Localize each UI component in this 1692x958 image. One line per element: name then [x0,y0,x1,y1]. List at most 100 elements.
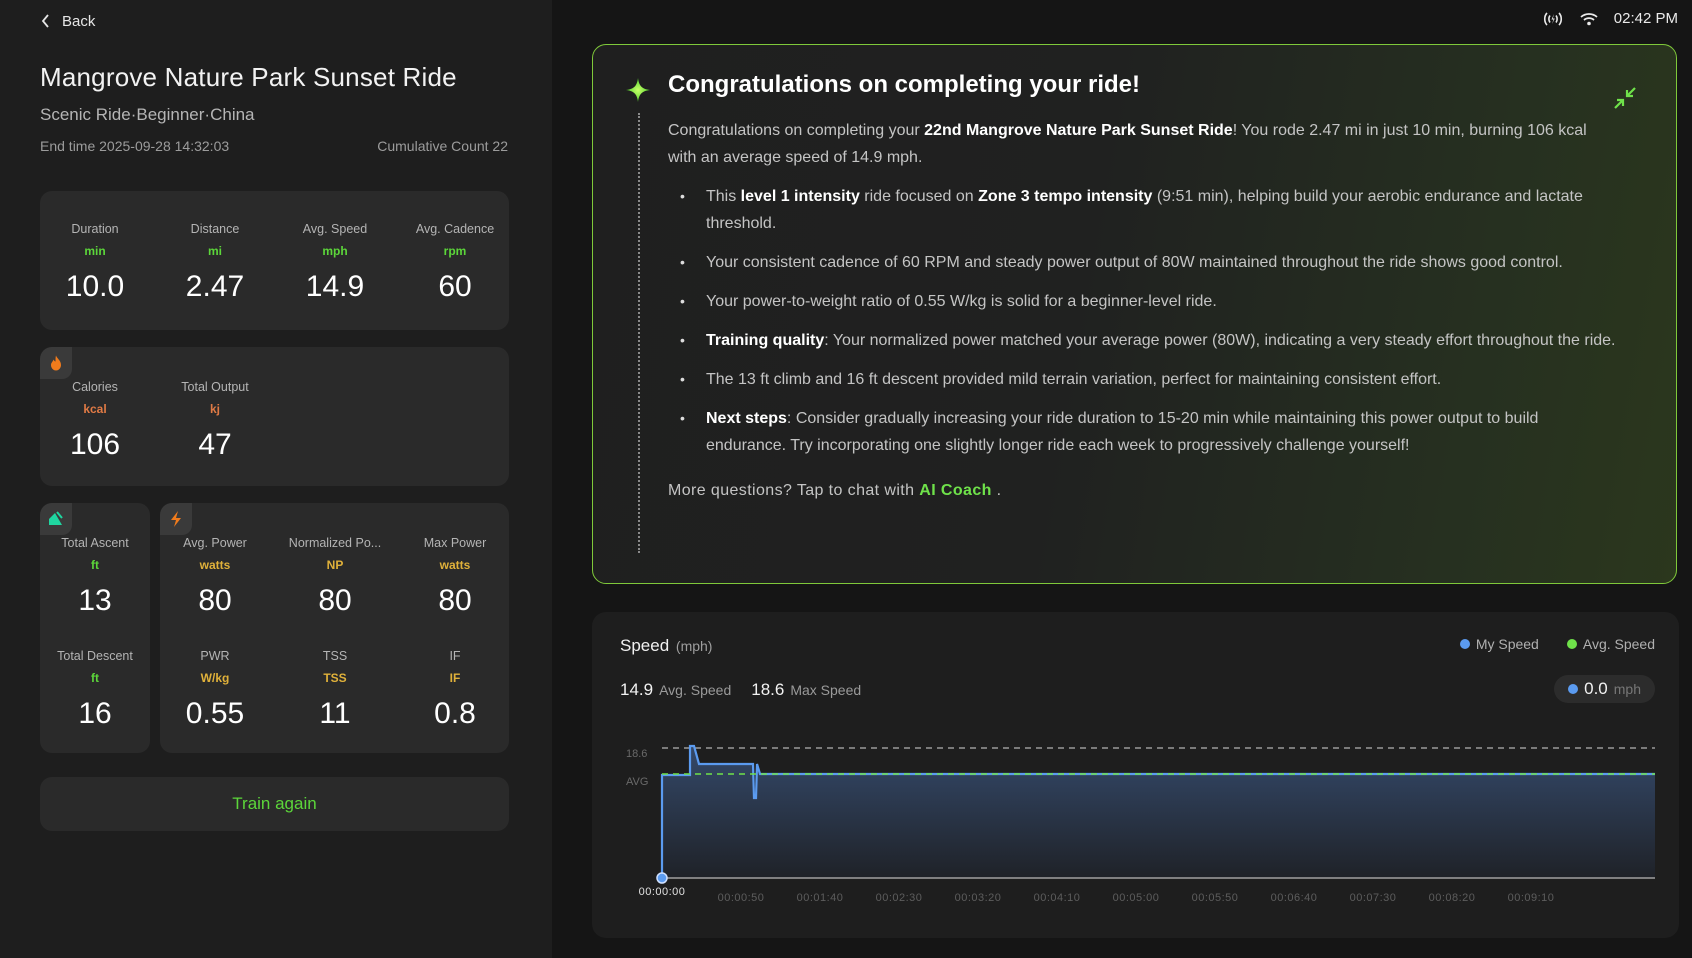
legend-my-speed: My Speed [1459,636,1539,652]
insight-item: This level 1 intensity ride focused on Z… [668,183,1618,237]
elevation-stats-card: Total Ascent ft 13 Total Descent ft 16 [40,503,150,753]
stat-duration: Duration min 10.0 [40,222,150,304]
chart-legend: My Speed Avg. Speed [1459,636,1655,652]
speed-summary: 14.9 Avg. Speed 18.6 Max Speed [620,680,861,700]
stat-distance: Distance mi 2.47 [160,222,270,304]
congrats-intro: Congratulations on completing your 22nd … [668,122,1587,166]
stat-total-descent: Total Descent ft 16 [40,649,150,731]
insight-item: Your consistent cadence of 60 RPM and st… [668,249,1618,276]
back-label: Back [62,12,96,30]
flame-icon [40,347,72,379]
sparkle-icon [626,78,650,102]
stat-value: 60 [438,270,472,303]
stat-unit: rpm [443,244,467,258]
stat-value: 47 [198,428,232,461]
stat-label: Avg. Speed [302,222,368,236]
stat-value: 16 [78,697,112,730]
stat-label: Duration [71,222,119,236]
stat-value: 0.8 [434,697,476,730]
congrats-title: Congratulations on completing your ride! [668,71,1141,98]
ride-subtitle: Scenic Ride·Beginner·China [40,105,255,124]
stat-label: Max Power [423,536,487,550]
stat-label: Normalized Po... [288,536,382,550]
stat-unit: kj [209,402,220,416]
stat-unit: W/kg [200,671,230,685]
insight-list: This level 1 intensity ride focused on Z… [668,183,1618,459]
stat-label: Total Output [181,380,249,394]
stat-value: 80 [318,584,352,617]
insight-item: The 13 ft climb and 16 ft descent provid… [668,366,1618,393]
timeline-divider [638,113,640,553]
stat-unit: mph [322,244,348,258]
stat-total-output: Total Output kj 47 [160,380,270,462]
stat-unit: kcal [83,402,107,416]
stat-label: Avg. Cadence [415,222,495,236]
stat-unit: mi [207,244,222,258]
ride-summary-panel: Back Mangrove Nature Park Sunset Ride Sc… [0,0,552,958]
ai-summary-card: Congratulations on completing your ride!… [592,44,1677,584]
back-button[interactable]: Back [40,10,95,32]
y-label-max: 18.6 [626,748,647,760]
stat-value: 13 [78,584,112,617]
cumulative-count: Cumulative Count 22 [377,138,508,154]
stat-label: Calories [72,380,118,394]
wifi-icon [1580,12,1598,25]
stat-unit: watts [439,558,471,572]
stat-if: IF IF 0.8 [400,649,510,731]
end-time: End time 2025-09-28 14:32:03 [40,138,230,154]
stat-total-ascent: Total Ascent ft 13 [40,536,150,618]
speed-chart[interactable]: 18.6 AVG [592,722,1679,892]
lightning-icon [160,503,192,535]
stat-tss: TSS TSS 11 [280,649,390,731]
stat-value: 106 [69,428,121,461]
stat-value: 10.0 [65,270,125,303]
analysis-panel: 02:42 PM Congratulations on completing y… [552,0,1692,958]
current-speed-badge: 0.0 mph [1554,675,1655,703]
stat-normalized-power: Normalized Po... NP 80 [280,536,390,618]
stat-value: 80 [198,584,232,617]
x-axis-ticks: 00:00:00 00:00:50 00:01:40 00:02:30 00:0… [638,886,1555,904]
stat-avg-speed: Avg. Speed mph 14.9 [280,222,390,304]
stat-unit: min [84,244,106,258]
status-bar: 02:42 PM [1542,10,1678,27]
stat-unit: watts [199,558,231,572]
stat-unit: TSS [323,671,347,685]
stat-label: Distance [190,222,240,236]
ai-coach-link[interactable]: AI Coach [919,482,992,499]
stat-unit: IF [449,671,461,685]
legend-avg-speed: Avg. Speed [1566,636,1655,652]
insight-item: Your power-to-weight ratio of 0.55 W/kg … [668,288,1618,315]
energy-stats-card: Calories kcal 106 Total Output kj 47 [40,347,509,486]
page-title: Mangrove Nature Park Sunset Ride [40,62,457,92]
stat-max-power: Max Power watts 80 [400,536,510,618]
max-speed-stat: 18.6 Max Speed [751,680,862,699]
insight-item: Training quality: Your normalized power … [668,327,1618,354]
stat-value: 0.55 [185,697,245,730]
broadcast-icon [1543,11,1562,26]
stat-value: 2.47 [185,270,245,303]
mountain-icon [40,503,72,535]
stat-label: PWR [200,649,230,663]
stat-label: IF [449,649,461,663]
speed-chart-card: Speed (mph) My Speed Avg. Speed 14.9 Avg.… [592,612,1679,938]
congrats-body: Congratulations on completing your 22nd … [668,117,1618,504]
more-questions: More questions? Tap to chat with AI Coac… [668,482,1002,499]
summary-stats-card: Duration min 10.0 Distance mi 2.47 Avg. … [40,191,509,330]
insight-item: Next steps: Consider gradually increasin… [668,405,1618,459]
stat-pwr: PWR W/kg 0.55 [160,649,270,731]
stat-label: TSS [322,649,348,663]
collapse-icon[interactable] [1612,85,1638,111]
stat-calories: Calories kcal 106 [40,380,150,462]
stat-unit: NP [326,558,344,572]
chevron-left-icon [41,14,49,28]
stat-value: 80 [438,584,472,617]
stat-unit: ft [91,671,99,685]
avg-speed-stat: 14.9 Avg. Speed [620,680,732,699]
power-stats-card: Avg. Power watts 80 Normalized Po... NP … [160,503,509,753]
chart-title: Speed (mph) [620,636,713,655]
stat-unit: ft [91,558,99,572]
stat-label: Total Descent [57,649,133,663]
stat-avg-power: Avg. Power watts 80 [160,536,270,618]
stat-value: 14.9 [305,270,365,303]
train-again-button[interactable]: Train again [40,777,509,831]
